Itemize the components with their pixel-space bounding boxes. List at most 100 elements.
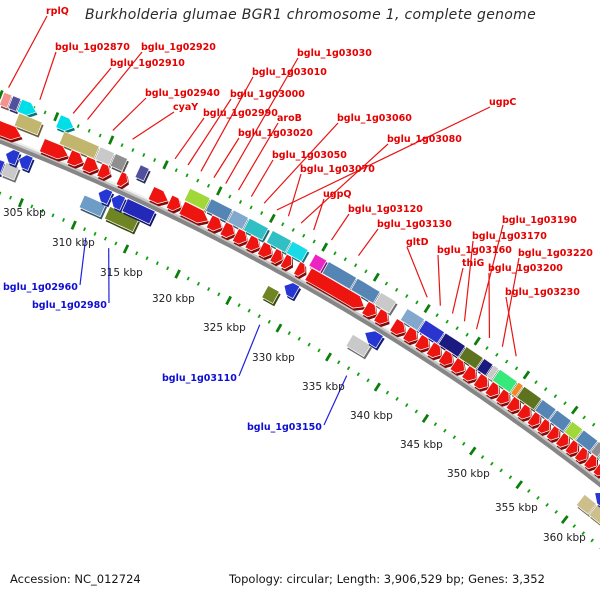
- gene-arrow[interactable]: [231, 227, 248, 245]
- gene-label[interactable]: bglu_1g03230: [505, 287, 580, 298]
- gene-label[interactable]: bglu_1g02940: [145, 88, 220, 99]
- gene-arrow[interactable]: [590, 441, 600, 458]
- gene-arrow[interactable]: [5, 149, 21, 166]
- gene-arrow[interactable]: [548, 409, 572, 432]
- gene-arrow[interactable]: [16, 98, 37, 116]
- gene-label[interactable]: bglu_1g03030: [297, 48, 372, 59]
- gene-arrow[interactable]: [495, 388, 510, 405]
- gene-arrow[interactable]: [178, 200, 209, 224]
- gene-arrow[interactable]: [364, 330, 384, 349]
- gene-arrow[interactable]: [417, 319, 446, 344]
- gene-arrow[interactable]: [437, 349, 454, 366]
- gene-label[interactable]: aroB: [277, 113, 302, 124]
- gene-arrow[interactable]: [0, 120, 22, 141]
- gene-label[interactable]: bglu_1g03120: [348, 204, 423, 215]
- gene-label[interactable]: bglu_1g02960: [3, 282, 78, 293]
- gene-label[interactable]: bglu_1g02990: [203, 108, 278, 119]
- gene-arrow[interactable]: [0, 157, 6, 175]
- gene-arrow[interactable]: [13, 112, 43, 136]
- gene-arrow[interactable]: [18, 154, 34, 171]
- gene-arrow[interactable]: [545, 425, 560, 441]
- gene-arrow[interactable]: [575, 429, 599, 452]
- gene-arrow[interactable]: [204, 198, 234, 222]
- gene-label[interactable]: bglu_1g03130: [377, 219, 452, 230]
- gene-arrow[interactable]: [389, 318, 406, 335]
- gene-arrow[interactable]: [58, 130, 100, 160]
- gene-arrow[interactable]: [256, 241, 273, 258]
- gene-arrow[interactable]: [564, 439, 579, 455]
- gene-label[interactable]: rplQ: [46, 6, 69, 17]
- gene-arrow[interactable]: [555, 432, 569, 448]
- gene-arrow[interactable]: [134, 164, 150, 182]
- gene-label[interactable]: ugpQ: [323, 189, 351, 200]
- gene-arrow[interactable]: [573, 446, 588, 462]
- gene-arrow[interactable]: [472, 372, 489, 390]
- gene-arrow[interactable]: [345, 333, 372, 358]
- gene-arrow[interactable]: [437, 332, 466, 358]
- gene-arrow[interactable]: [285, 240, 309, 263]
- gene-label[interactable]: bglu_1g02910: [110, 58, 185, 69]
- gene-arrow[interactable]: [66, 149, 84, 167]
- gene-arrow[interactable]: [38, 138, 69, 160]
- gene-arrow[interactable]: [414, 333, 430, 351]
- gene-arrow[interactable]: [361, 300, 377, 318]
- gene-arrow[interactable]: [227, 209, 249, 231]
- gene-arrow[interactable]: [147, 186, 169, 204]
- gene-arrow[interactable]: [165, 194, 182, 212]
- gene-label[interactable]: ugpC: [489, 97, 516, 108]
- gene-arrow[interactable]: [583, 453, 598, 470]
- gene-arrow[interactable]: [308, 253, 328, 273]
- gene-arrow[interactable]: [219, 221, 236, 238]
- gene-arrow[interactable]: [505, 395, 521, 412]
- gene-arrow[interactable]: [516, 403, 531, 420]
- gene-arrow[interactable]: [183, 187, 211, 211]
- gene-label[interactable]: bglu_1g03050: [272, 150, 347, 161]
- gene-arrow[interactable]: [109, 153, 129, 172]
- gene-label[interactable]: bglu_1g03010: [252, 67, 327, 78]
- gene-arrow[interactable]: [449, 357, 465, 374]
- gene-arrow[interactable]: [484, 381, 499, 398]
- gene-arrow[interactable]: [110, 194, 127, 211]
- gene-label[interactable]: bglu_1g03200: [488, 263, 563, 274]
- gene-arrow[interactable]: [575, 493, 597, 515]
- gene-label[interactable]: bglu_1g03110: [162, 373, 237, 384]
- gene-arrow[interactable]: [526, 411, 541, 427]
- gene-arrow[interactable]: [121, 198, 156, 225]
- gene-label[interactable]: bglu_1g03020: [238, 128, 313, 139]
- gene-label[interactable]: bglu_1g03220: [518, 248, 593, 259]
- gene-arrow[interactable]: [78, 194, 107, 218]
- gene-arrow[interactable]: [515, 385, 543, 411]
- gene-arrow[interactable]: [592, 461, 600, 477]
- gene-arrow[interactable]: [97, 188, 114, 205]
- gene-arrow[interactable]: [485, 364, 500, 381]
- gene-label[interactable]: bglu_1g03070: [300, 164, 375, 175]
- gene-arrow[interactable]: [242, 217, 269, 241]
- gene-arrow[interactable]: [510, 381, 524, 398]
- gene-arrow[interactable]: [81, 155, 99, 173]
- gene-label[interactable]: bglu_1g02870: [55, 42, 130, 53]
- gene-label[interactable]: bglu_1g03170: [472, 231, 547, 242]
- gene-label[interactable]: bglu_1g03190: [502, 215, 577, 226]
- gene-arrow[interactable]: [7, 95, 22, 112]
- gene-arrow[interactable]: [399, 308, 426, 332]
- gene-arrow[interactable]: [373, 291, 397, 314]
- gene-arrow[interactable]: [425, 341, 442, 358]
- gene-arrow[interactable]: [458, 346, 484, 370]
- gene-label[interactable]: gltD: [406, 237, 429, 248]
- gene-arrow[interactable]: [534, 399, 557, 421]
- gene-arrow[interactable]: [283, 282, 301, 300]
- gene-arrow[interactable]: [402, 326, 418, 343]
- gene-arrow[interactable]: [55, 114, 75, 132]
- gene-arrow[interactable]: [115, 171, 128, 188]
- gene-arrow[interactable]: [205, 214, 223, 232]
- gene-arrow[interactable]: [0, 91, 13, 109]
- gene-arrow[interactable]: [350, 277, 381, 304]
- gene-arrow[interactable]: [476, 358, 494, 377]
- gene-label[interactable]: thiG: [462, 258, 485, 269]
- gene-label[interactable]: bglu_1g03060: [337, 113, 412, 124]
- gene-label[interactable]: bglu_1g03160: [437, 245, 512, 256]
- gene-label[interactable]: cyaY: [173, 102, 198, 113]
- gene-arrow[interactable]: [96, 162, 111, 179]
- gene-arrow[interactable]: [321, 261, 358, 290]
- gene-arrow[interactable]: [304, 267, 365, 309]
